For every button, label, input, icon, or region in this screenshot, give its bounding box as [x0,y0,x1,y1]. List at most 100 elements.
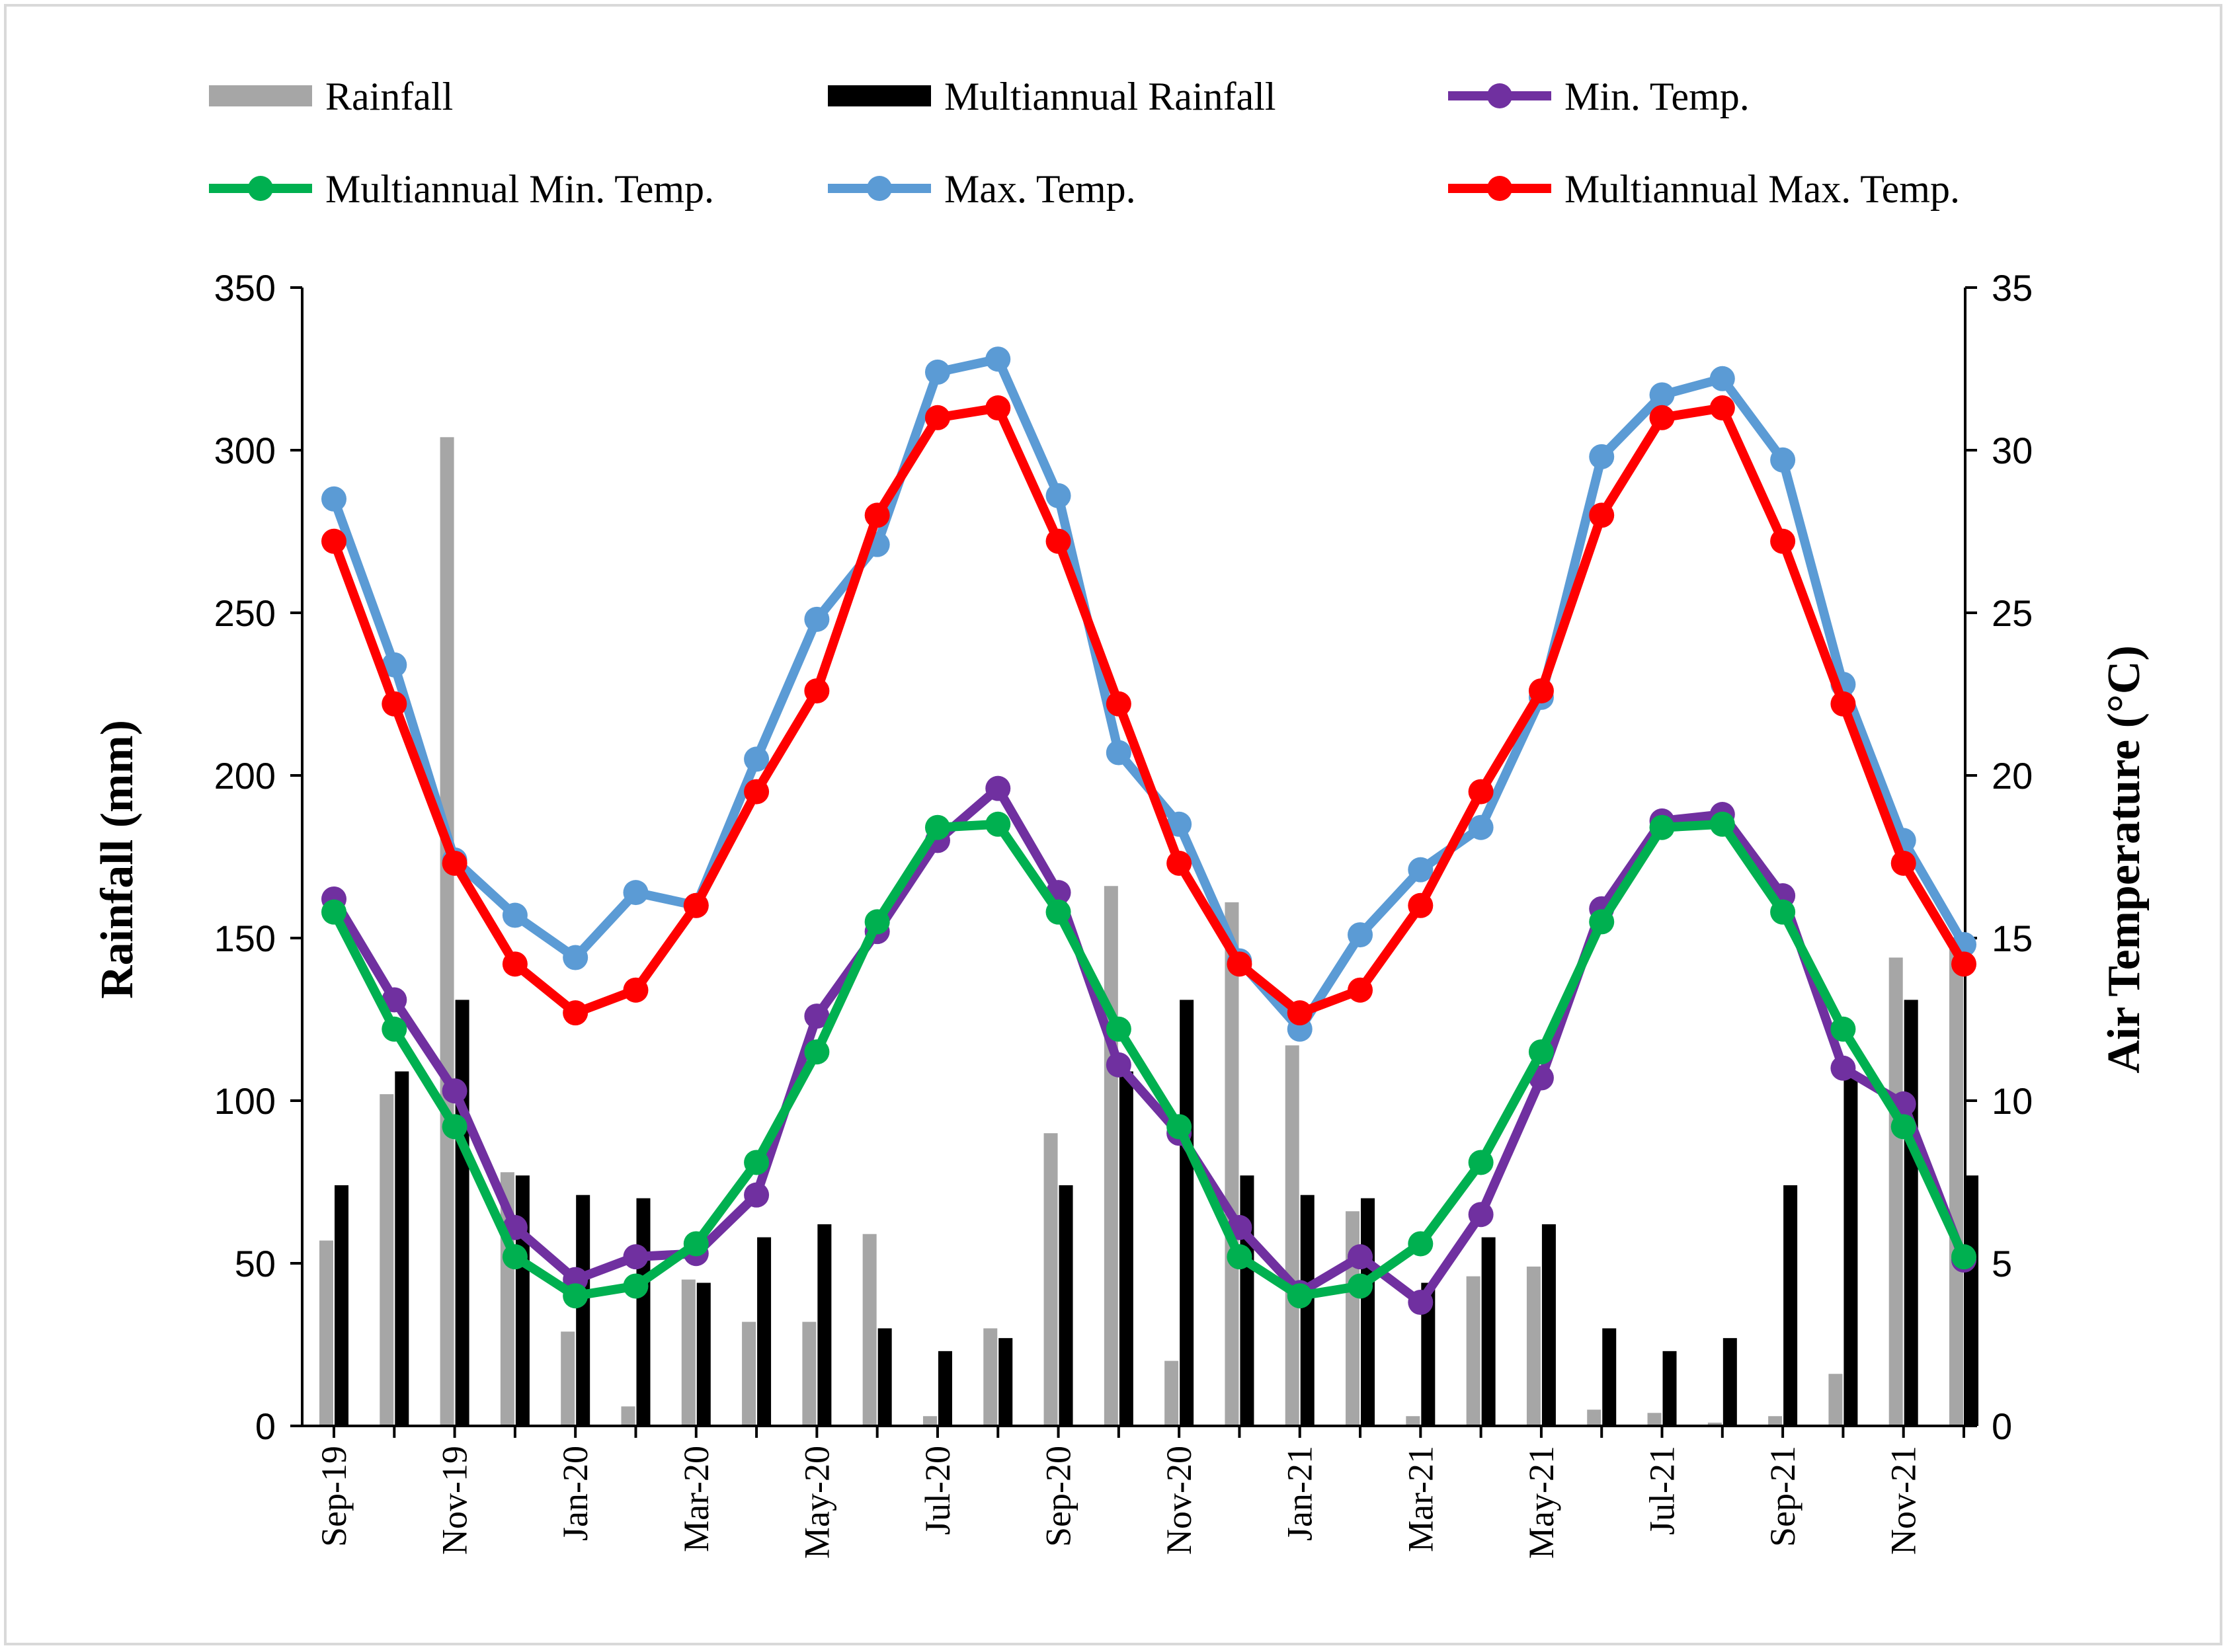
max-temp-point [1348,922,1373,948]
multiannual-rainfall-bars [335,1000,1978,1426]
multiannual-min-temp-point [744,1150,770,1175]
max-temp-point [924,359,950,385]
max-temp-point [563,945,588,970]
multiannual-min-temp-point [1287,1283,1313,1309]
line-layer [321,346,1976,1316]
rainfall-bar [1225,902,1239,1426]
rainfall-bar [1043,1133,1058,1426]
x-tick-label: Jan-20 [555,1446,595,1541]
multiannual-min-temp-line [329,819,1968,1301]
x-tick-label: Jul-20 [918,1446,957,1535]
multiannual-max-temp-point [1770,528,1796,554]
legend-marker [1487,83,1512,108]
y-tick-label: 250 [214,592,276,634]
x-tick-label: Sep-21 [1763,1446,1803,1547]
multiannual-max-temp-point [1649,405,1675,430]
y2-tick-label: 25 [1992,592,2033,634]
multiannual-rainfall-bar [1240,1175,1254,1426]
multiannual-max-temp-point [985,395,1011,421]
multiannual-min-temp-point [1045,899,1071,925]
max-temp-point [985,346,1011,372]
y-axis-label: Rainfall (mm) [92,720,143,999]
multiannual-max-temp-point [1045,528,1071,554]
rainfall-bar [1587,1409,1601,1426]
y-tick-label: 350 [214,267,276,309]
multiannual-rainfall-bar [998,1338,1013,1426]
multiannual-max-temp-point [382,691,407,717]
multiannual-rainfall-bar [636,1198,651,1426]
rainfall-bar [1888,957,1903,1426]
rainfall-bar [440,437,454,1426]
max-temp-point [1045,483,1071,508]
multiannual-rainfall-bar [1965,1175,1978,1426]
x-tick-label: Sep-20 [1039,1446,1078,1547]
multiannual-rainfall-bar [1481,1237,1496,1426]
multiannual-min-temp-point [985,811,1011,837]
y2-axis-label: Air Temperature (°C) [2099,645,2150,1074]
multiannual-max-temp-point [1830,691,1856,717]
min-temp-line [329,783,1968,1308]
legend-label: Max. Temp. [944,167,1136,211]
multiannual-rainfall-bar [1722,1338,1737,1426]
legend-marker [248,176,273,201]
min-temp-point [985,775,1011,801]
multiannual-rainfall-bar [395,1071,409,1426]
bar-layer [319,437,1978,1426]
multiannual-min-temp-point [502,1244,528,1270]
multiannual-max-temp-point [804,678,830,704]
multiannual-min-temp-point [864,909,890,935]
multiannual-min-temp-point [321,899,346,925]
multiannual-rainfall-bar [877,1328,892,1426]
y2-tick-label: 20 [1992,755,2033,797]
min-temp-point [1106,1052,1131,1078]
multiannual-max-temp-point [502,951,528,977]
multiannual-min-temp-point [1528,1039,1554,1065]
climate-chart: Rainfall Multiannual Rainfall Min. Temp. Mu… [92,75,2150,1559]
min-temp-point [623,1244,649,1270]
multiannual-min-temp-point [1468,1150,1494,1175]
multiannual-max-temp-point [1890,850,1916,876]
min-temp-point [744,1182,770,1208]
multiannual-rainfall-bar [515,1175,530,1426]
x-tick-label: Jul-21 [1642,1446,1682,1535]
multiannual-max-temp-point [744,779,770,805]
rainfall-bar [621,1406,635,1426]
y-tick-label: 50 [235,1243,276,1284]
max-temp-point [502,902,528,928]
rainfall-bar [1707,1423,1722,1426]
multiannual-rainfall-bar [455,1000,469,1426]
multiannual-rainfall-bar [1180,1000,1194,1426]
multiannual-max-temp-point [1227,951,1252,977]
rainfall-bar [681,1279,696,1426]
legend-item-max-temp: Max. Temp. [828,167,1136,211]
multiannual-rainfall-bar [1602,1328,1617,1426]
rainfall-bar [319,1240,333,1426]
legend-swatch [828,85,931,106]
rainfall-bar [983,1328,998,1426]
multiannual-max-temp-point [1589,502,1615,528]
multiannual-min-temp-point [1227,1244,1252,1270]
max-temp-point [1166,811,1192,837]
legend-item-min-temp: Min. Temp. [1448,75,1750,118]
max-temp-series [321,346,1976,1042]
multiannual-rainfall-bar [1421,1282,1436,1426]
rainfall-bar [862,1234,877,1426]
multiannual-min-temp-point [1890,1114,1916,1140]
multiannual-max-temp-point [683,892,709,918]
rainfall-bar [1406,1416,1420,1426]
multiannual-rainfall-bar [1662,1351,1677,1426]
min-temp-point [1408,1290,1434,1316]
multiannual-rainfall-bar [335,1185,348,1426]
min-temp-point [1830,1055,1856,1081]
multiannual-min-temp-point [1830,1016,1856,1042]
y2-tick-label: 0 [1992,1405,2012,1447]
chart-frame: Rainfall Multiannual Rainfall Min. Temp. Mu… [4,4,2222,1645]
multiannual-rainfall-bar [576,1195,590,1426]
x-tick-label: Mar-20 [676,1446,716,1552]
rainfall-bar [1526,1266,1541,1426]
rainfall-bar [802,1321,817,1426]
max-temp-point [1589,444,1615,469]
multiannual-max-temp-series [321,395,1976,1026]
multiannual-min-temp-point [623,1273,649,1299]
multiannual-rainfall-bar [1059,1185,1073,1426]
